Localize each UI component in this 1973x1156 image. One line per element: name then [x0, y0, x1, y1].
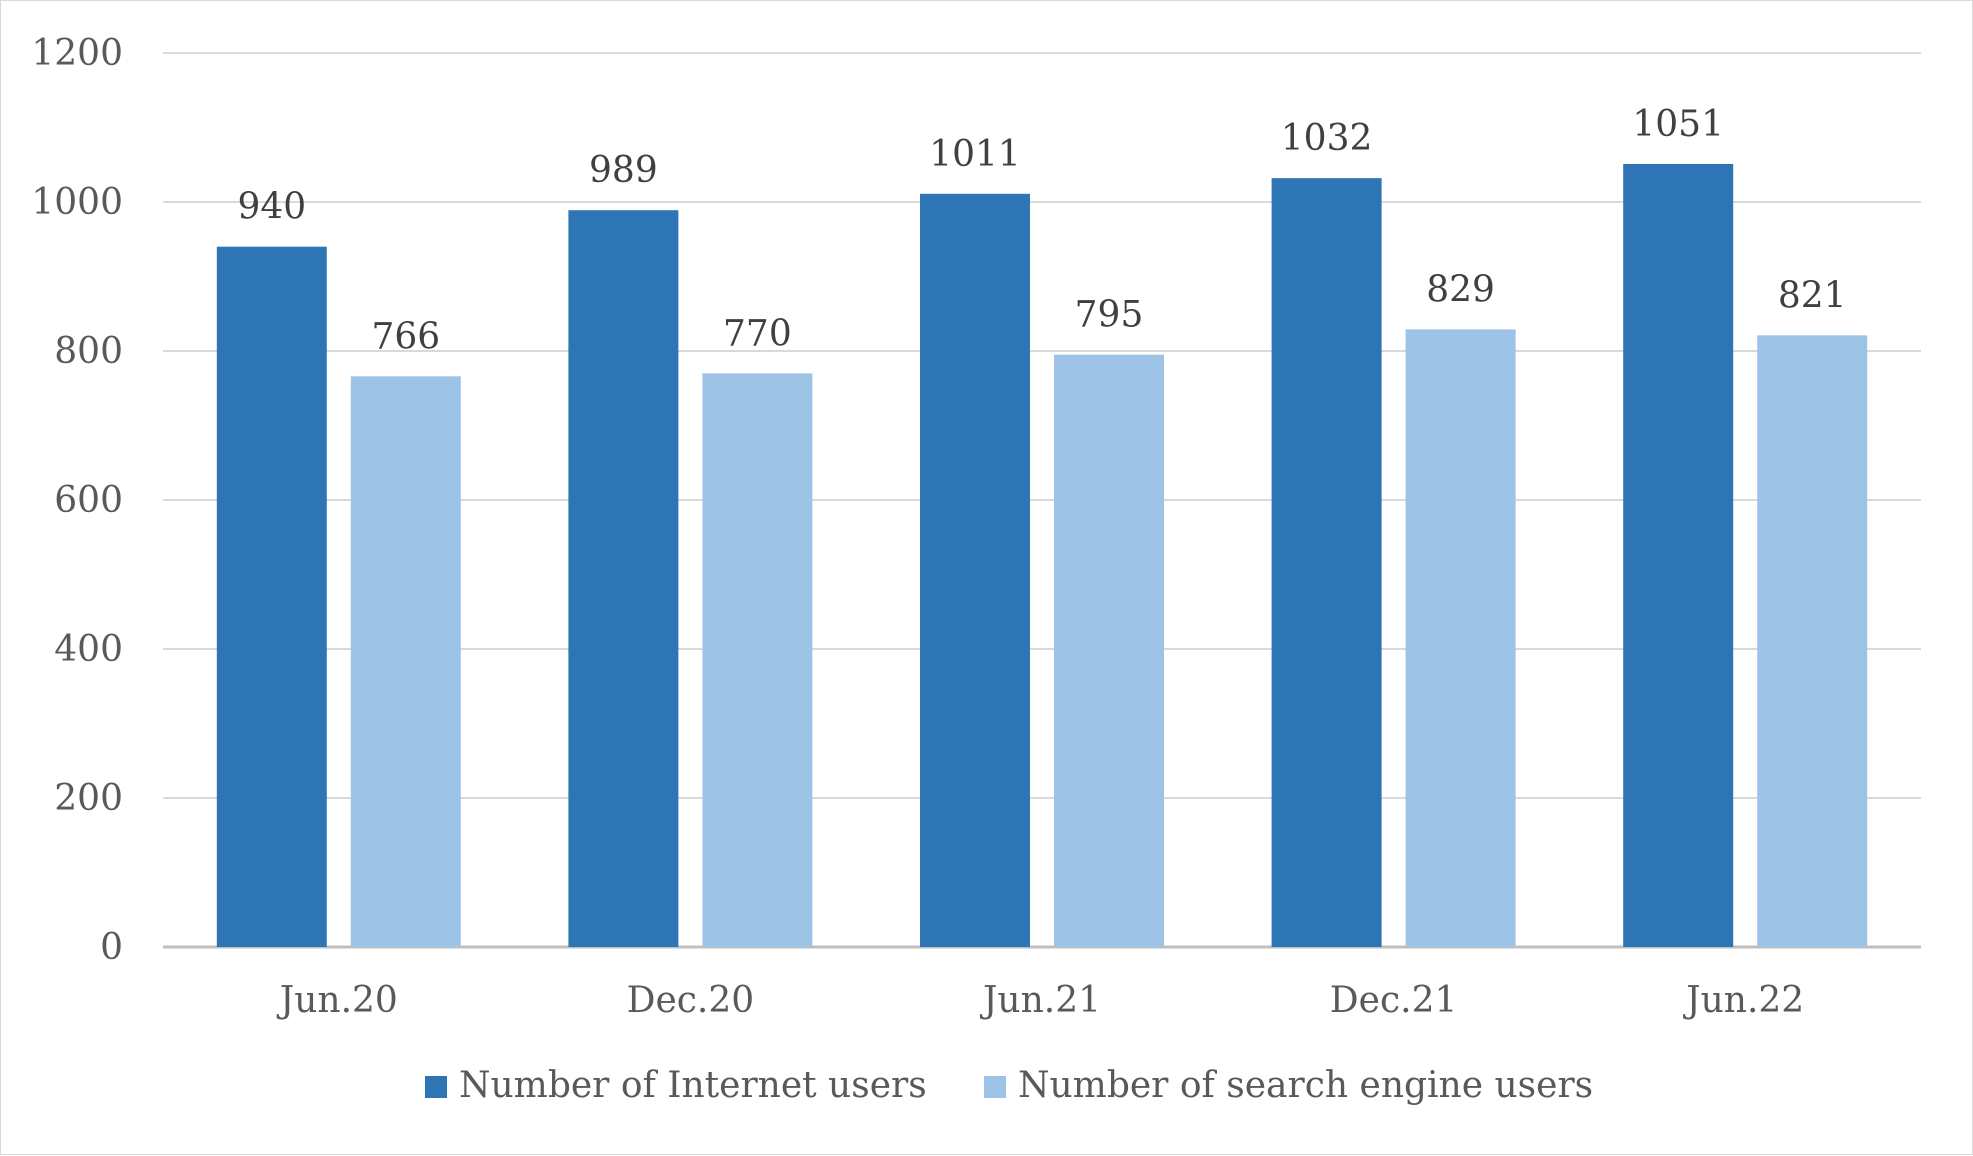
bar-internet-users — [568, 210, 679, 947]
legend-swatch — [984, 1076, 1006, 1098]
data-labels: 940 766 989 770 1011 795 1032 829 1051 821 — [237, 104, 1846, 357]
y-tick-label: 0 — [100, 927, 123, 968]
x-tick-label: Dec.20 — [627, 980, 755, 1021]
data-label: 795 — [1075, 295, 1144, 336]
data-label: 770 — [723, 313, 792, 354]
bar-internet-users — [1623, 164, 1734, 947]
y-tick-label: 400 — [54, 629, 123, 670]
bar-search-engine-users — [1054, 354, 1164, 948]
legend-label: Number of Internet users — [459, 1065, 927, 1106]
y-axis-ticks: 0 200 400 600 800 1000 1200 — [31, 33, 123, 968]
bar-internet-users — [216, 246, 327, 947]
bar-search-engine-users — [702, 373, 813, 948]
x-tick-label: Dec.21 — [1330, 980, 1458, 1021]
bars — [216, 164, 1868, 948]
data-label: 989 — [589, 150, 658, 191]
y-tick-label: 1200 — [31, 33, 123, 74]
x-tick-label: Jun.20 — [276, 980, 398, 1021]
x-tick-label: Jun.22 — [1682, 980, 1804, 1021]
data-label: 829 — [1426, 269, 1495, 310]
bar-internet-users — [1271, 178, 1382, 947]
bar-search-engine-users — [1757, 335, 1868, 948]
y-tick-label: 600 — [54, 480, 123, 521]
data-label: 1011 — [929, 134, 1021, 175]
legend: Number of Internet users Number of search… — [425, 1065, 1593, 1106]
legend-swatch — [425, 1076, 447, 1098]
y-tick-label: 800 — [54, 331, 123, 372]
bar-internet-users — [920, 193, 1030, 947]
data-label: 1032 — [1281, 118, 1373, 159]
data-label: 1051 — [1632, 104, 1724, 145]
y-tick-label: 1000 — [31, 182, 123, 223]
legend-label: Number of search engine users — [1018, 1065, 1593, 1106]
data-label: 940 — [237, 187, 306, 228]
data-label: 766 — [371, 316, 440, 357]
y-tick-label: 200 — [54, 778, 123, 819]
data-label: 821 — [1778, 275, 1847, 316]
x-tick-label: Jun.21 — [979, 980, 1101, 1021]
bar-search-engine-users — [1405, 329, 1516, 947]
bar-search-engine-users — [350, 376, 461, 948]
x-axis-ticks: Jun.20 Dec.20 Jun.21 Dec.21 Jun.22 — [276, 980, 1804, 1021]
